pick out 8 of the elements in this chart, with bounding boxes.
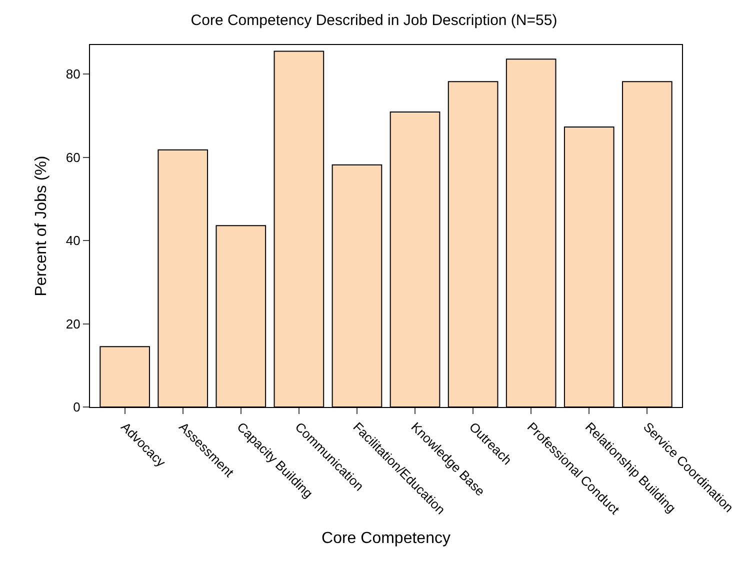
y-tick-label: 0 — [73, 400, 80, 415]
y-tick-label: 40 — [66, 233, 80, 248]
y-axis-title: Percent of Jobs (%) — [32, 156, 50, 296]
x-axis-title: Core Competency — [322, 530, 450, 548]
y-tick-label: 80 — [66, 66, 80, 82]
y-tick-label: 60 — [66, 150, 80, 165]
chart-title: Core Competency Described in Job Description (N=55) — [190, 12, 558, 29]
y-tick-label: 20 — [66, 316, 80, 332]
